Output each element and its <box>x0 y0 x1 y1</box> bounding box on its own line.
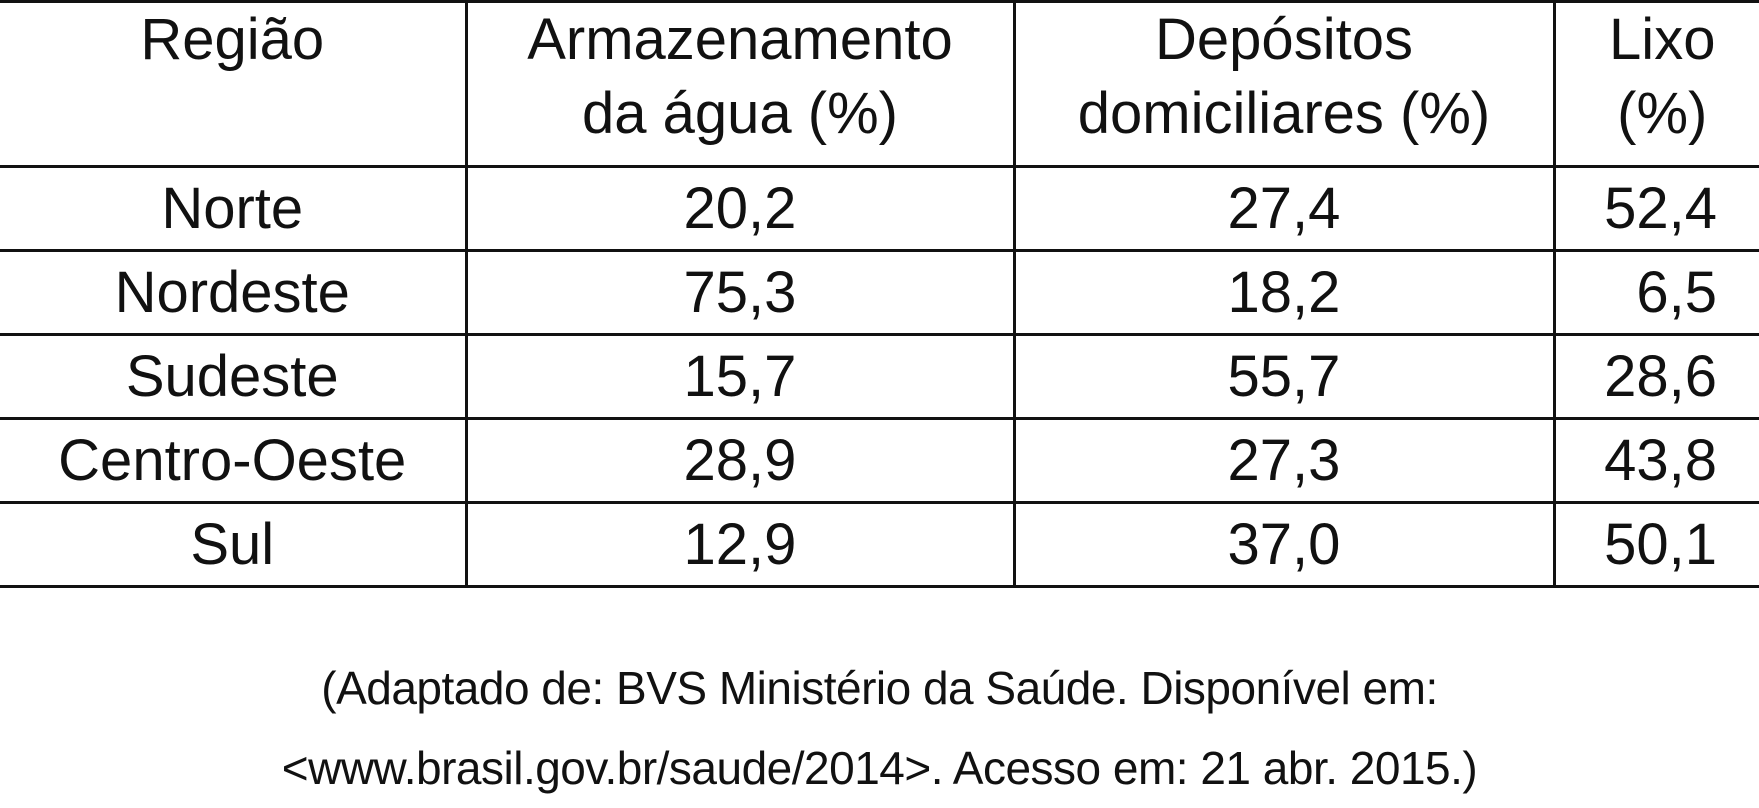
cell-region: Centro-Oeste <box>0 419 466 503</box>
source-line-2: <www.brasil.gov.br/saude/2014>. Acesso e… <box>0 728 1759 808</box>
header-depositos: Depósitos domiciliares (%) <box>1014 2 1554 167</box>
cell-armazenamento: 28,9 <box>466 419 1014 503</box>
cell-lixo: 43,8 <box>1554 419 1759 503</box>
cell-depositos: 27,3 <box>1014 419 1554 503</box>
cell-lixo: 52,4 <box>1554 167 1759 251</box>
cell-lixo: 6,5 <box>1554 251 1759 335</box>
header-lixo-line1: Lixo <box>1566 3 1759 77</box>
cell-armazenamento: 15,7 <box>466 335 1014 419</box>
header-armazenamento: Armazenamento da água (%) <box>466 2 1014 167</box>
table-row: Sul 12,9 37,0 50,1 <box>0 503 1759 587</box>
header-armazenamento-line2: da água (%) <box>468 77 1013 151</box>
data-table: Região Armazenamento da água (%) Depósit… <box>0 0 1759 588</box>
header-regiao-line1: Região <box>0 3 465 77</box>
cell-depositos: 27,4 <box>1014 167 1554 251</box>
table-row: Nordeste 75,3 18,2 6,5 <box>0 251 1759 335</box>
cell-lixo: 50,1 <box>1554 503 1759 587</box>
header-lixo: Lixo (%) <box>1554 2 1759 167</box>
header-lixo-line2: (%) <box>1566 77 1759 151</box>
table-row: Centro-Oeste 28,9 27,3 43,8 <box>0 419 1759 503</box>
table-header-row: Região Armazenamento da água (%) Depósit… <box>0 2 1759 167</box>
cell-depositos: 37,0 <box>1014 503 1554 587</box>
header-depositos-line2: domiciliares (%) <box>1016 77 1553 151</box>
source-line-1: (Adaptado de: BVS Ministério da Saúde. D… <box>0 648 1759 728</box>
cell-lixo: 28,6 <box>1554 335 1759 419</box>
header-armazenamento-line1: Armazenamento <box>468 3 1013 77</box>
cell-armazenamento: 12,9 <box>466 503 1014 587</box>
cell-region: Norte <box>0 167 466 251</box>
table-row: Sudeste 15,7 55,7 28,6 <box>0 335 1759 419</box>
cell-region: Nordeste <box>0 251 466 335</box>
cell-region: Sudeste <box>0 335 466 419</box>
cell-depositos: 55,7 <box>1014 335 1554 419</box>
cell-armazenamento: 20,2 <box>466 167 1014 251</box>
header-depositos-line1: Depósitos <box>1016 3 1553 77</box>
cell-depositos: 18,2 <box>1014 251 1554 335</box>
table-row: Norte 20,2 27,4 52,4 <box>0 167 1759 251</box>
source-citation: (Adaptado de: BVS Ministério da Saúde. D… <box>0 648 1759 808</box>
cell-region: Sul <box>0 503 466 587</box>
cell-armazenamento: 75,3 <box>466 251 1014 335</box>
header-regiao: Região <box>0 2 466 167</box>
